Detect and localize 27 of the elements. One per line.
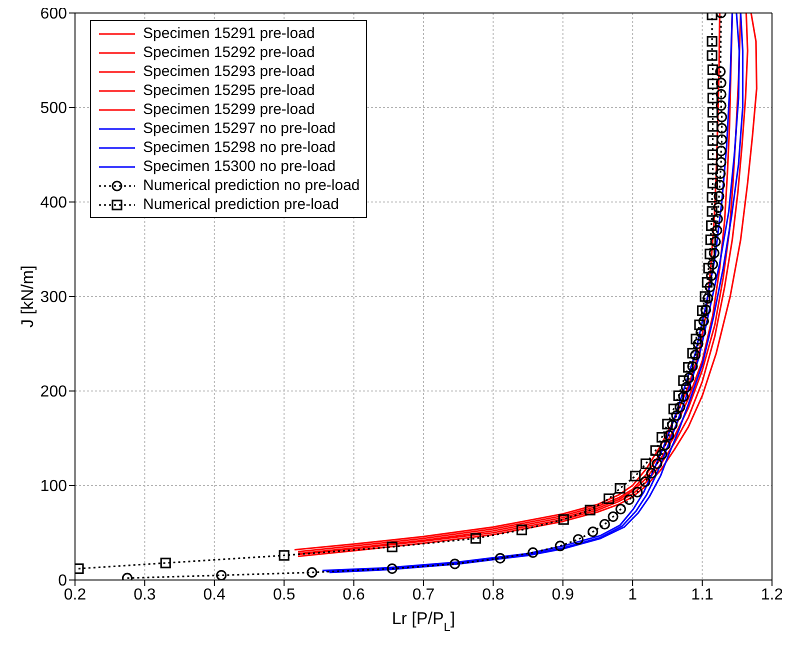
x-tick-label: 1.2: [760, 586, 784, 604]
y-tick-label: 500: [40, 100, 68, 118]
x-tick-label: 0.8: [482, 586, 504, 604]
x-tick-label: 0.6: [342, 586, 366, 604]
x-tick-label: 0.9: [552, 586, 574, 604]
x-tick-label: 1: [628, 586, 638, 604]
legend-label: Specimen 15291 pre-load: [143, 25, 315, 42]
x-axis-title: Lr [P/P$_{L}$]: [392, 609, 456, 634]
legend-label: Specimen 15300 no pre-load: [143, 158, 336, 175]
y-axis-title: J [kN/m]: [18, 265, 37, 328]
x-tick-label: 1.1: [691, 586, 714, 604]
x-tick-label: 0.5: [272, 586, 296, 604]
x-tick-label: 0.4: [203, 586, 226, 604]
legend-label: Specimen 15297 no pre-load: [143, 120, 336, 137]
y-tick-label: 200: [40, 384, 68, 401]
y-tick-label: 300: [40, 289, 68, 306]
y-tick-label: 100: [40, 478, 68, 496]
legend-label: Specimen 15295 pre-load: [143, 82, 315, 99]
legend-label: Specimen 15292 pre-load: [143, 44, 315, 61]
x-tick-label: 0.3: [134, 586, 156, 604]
legend-label: Specimen 15293 pre-load: [143, 63, 315, 80]
y-tick-label: 400: [40, 194, 68, 212]
legend-label: Specimen 15299 pre-load: [143, 101, 315, 118]
x-tick-label: 0.7: [412, 586, 435, 604]
legend-label: Specimen 15298 no pre-load: [143, 139, 336, 156]
legend-label: Numerical prediction no pre-load: [143, 177, 360, 194]
legend-label: Numerical prediction pre-load: [143, 196, 339, 213]
